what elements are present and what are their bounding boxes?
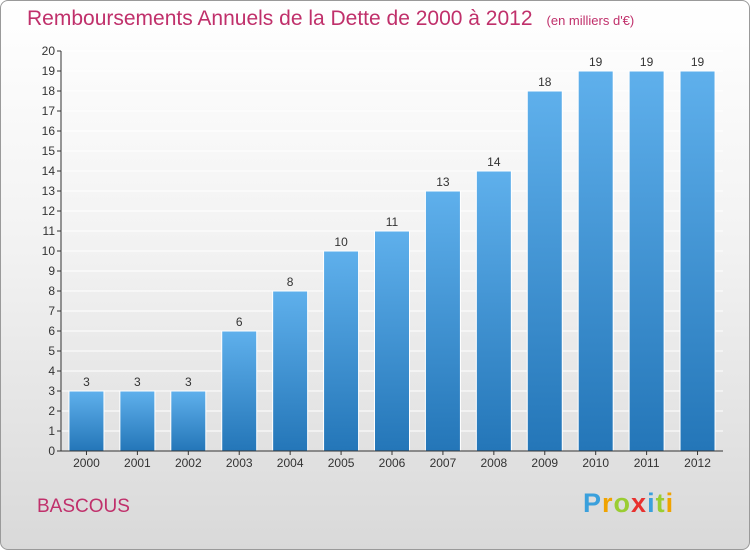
bar [221,330,258,452]
y-tick-label: 9 [48,264,55,278]
y-tick-label: 10 [42,244,56,258]
proxiti-logo[interactable]: Proxiti [583,488,674,519]
y-tick-label: 4 [48,364,55,378]
bar [272,290,309,452]
x-tick-label: 2005 [328,456,355,470]
y-tick-label: 7 [48,304,55,318]
x-tick-label: 2007 [430,456,457,470]
data-label: 13 [436,175,450,189]
x-tick-label: 2003 [226,456,253,470]
commune-name: BASCOUS [37,496,130,517]
y-tick-label: 20 [42,44,56,58]
logo-letter: o [613,488,632,518]
y-tick-label: 8 [48,284,55,298]
logo-letter: i [665,488,675,518]
data-label: 10 [334,235,348,249]
y-tick-label: 18 [42,84,56,98]
bar [679,70,716,452]
y-tick-label: 16 [42,124,56,138]
data-label: 8 [287,275,294,289]
y-tick-label: 3 [48,384,55,398]
logo-letter: P [583,488,603,518]
x-tick-label: 2002 [175,456,202,470]
data-label: 19 [589,55,603,69]
logo-letter: r [602,488,614,518]
unit-label: (en milliers d'€) [546,13,635,28]
y-tick-label: 13 [42,184,56,198]
bar [475,170,512,452]
y-tick-label: 2 [48,404,55,418]
bar [119,390,156,452]
data-label: 3 [185,375,192,389]
x-tick-label: 2000 [73,456,100,470]
bar [526,90,563,452]
y-tick-label: 14 [42,164,56,178]
y-tick-label: 5 [48,344,55,358]
bar [374,230,410,452]
title-text: Remboursements Annuels de la Dette de 20… [27,7,533,30]
bar [577,70,614,452]
y-tick-label: 17 [42,104,56,118]
logo-letter: x [631,488,648,518]
bars: 3 3 3 6 8 10 11 13 14 18 19 19 19 [68,55,716,452]
x-tick-label: 2006 [379,456,406,470]
x-tick-label: 2009 [531,456,558,470]
x-tick-label: 2012 [684,456,711,470]
x-tick-label: 2001 [124,456,151,470]
y-tick-label: 12 [42,204,56,218]
bar [68,390,105,452]
data-label: 14 [487,155,501,169]
y-tick-label: 6 [48,324,55,338]
bar [628,70,665,452]
y-tick-label: 1 [48,424,55,438]
logo-letter: i [647,488,656,518]
data-label: 19 [640,55,654,69]
bar [424,190,461,452]
chart-title: Remboursements Annuels de la Dette de 20… [27,7,634,31]
x-tick-label: 2004 [277,456,304,470]
logo-letter: t [655,488,666,518]
y-tick-label: 11 [43,224,56,238]
data-label: 6 [236,315,243,329]
data-label: 11 [386,215,399,229]
data-label: 18 [538,75,552,89]
y-tick-label: 15 [42,144,56,158]
bar [170,390,207,452]
x-tick-label: 2008 [480,456,507,470]
y-tick-label: 19 [42,64,56,78]
bar [323,250,360,452]
y-tick-label: 0 [48,444,55,458]
data-label: 19 [691,55,705,69]
data-label: 3 [134,375,141,389]
data-label: 3 [83,375,90,389]
x-tick-label: 2010 [582,456,609,470]
x-tick-label: 2011 [634,456,660,470]
